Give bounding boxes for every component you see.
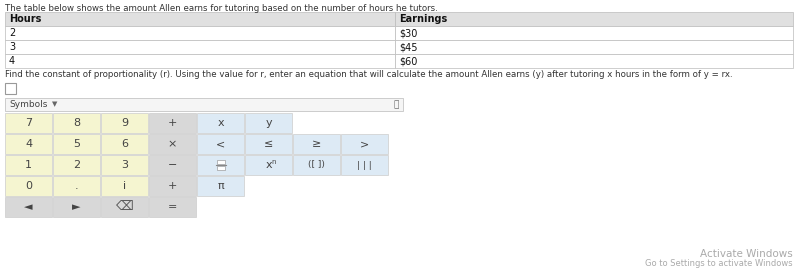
Text: ◄: ◄ xyxy=(24,202,33,212)
Bar xyxy=(245,113,292,133)
Text: ►: ► xyxy=(72,202,81,212)
Bar xyxy=(101,134,148,154)
Bar xyxy=(5,83,16,94)
Text: 4: 4 xyxy=(25,139,32,149)
Bar xyxy=(245,155,292,175)
Bar xyxy=(197,155,244,175)
Text: 0: 0 xyxy=(25,181,32,191)
Bar xyxy=(149,197,196,217)
Text: Find the constant of proportionality (r). Using the value for r, enter an equati: Find the constant of proportionality (r)… xyxy=(5,70,733,79)
Text: $30: $30 xyxy=(399,28,418,38)
Bar xyxy=(149,113,196,133)
Bar xyxy=(149,155,196,175)
Text: Hours: Hours xyxy=(9,14,42,24)
Text: 2: 2 xyxy=(73,160,80,170)
Bar xyxy=(395,54,793,68)
Text: x: x xyxy=(265,160,272,170)
Bar xyxy=(197,113,244,133)
Text: 7: 7 xyxy=(25,118,32,128)
Text: | | |: | | | xyxy=(357,161,372,170)
Bar xyxy=(149,176,196,196)
Bar xyxy=(395,12,793,26)
Bar xyxy=(5,176,52,196)
Bar xyxy=(197,134,244,154)
Bar xyxy=(5,54,395,68)
Bar xyxy=(5,12,395,26)
Bar xyxy=(341,155,388,175)
Text: $60: $60 xyxy=(399,56,418,66)
Text: 3: 3 xyxy=(121,160,128,170)
Bar xyxy=(101,176,148,196)
Text: =: = xyxy=(168,202,177,212)
Text: 9: 9 xyxy=(121,118,128,128)
Bar xyxy=(245,134,292,154)
Bar xyxy=(101,113,148,133)
Bar xyxy=(149,134,196,154)
Bar xyxy=(53,134,100,154)
Text: −: − xyxy=(168,160,177,170)
Text: <: < xyxy=(216,139,225,149)
Text: >: > xyxy=(360,139,369,149)
Bar xyxy=(5,155,52,175)
Text: The table below shows the amount Allen earns for tutoring based on the number of: The table below shows the amount Allen e… xyxy=(5,4,438,13)
Text: n: n xyxy=(271,159,276,165)
Text: Earnings: Earnings xyxy=(399,14,447,24)
Text: Go to Settings to activate Windows: Go to Settings to activate Windows xyxy=(646,259,793,268)
Bar xyxy=(53,197,100,217)
Text: 8: 8 xyxy=(73,118,80,128)
Text: 6: 6 xyxy=(121,139,128,149)
Bar xyxy=(53,113,100,133)
Bar xyxy=(341,134,388,154)
Text: ▼: ▼ xyxy=(52,102,58,108)
Text: 5: 5 xyxy=(73,139,80,149)
Bar xyxy=(5,40,395,54)
Text: ≤: ≤ xyxy=(264,139,273,149)
Text: +: + xyxy=(168,118,177,128)
Bar xyxy=(5,113,52,133)
Text: Activate Windows: Activate Windows xyxy=(700,249,793,259)
Bar xyxy=(293,134,340,154)
Bar xyxy=(5,134,52,154)
Bar xyxy=(5,98,403,111)
Bar xyxy=(217,166,225,170)
Text: ⓘ: ⓘ xyxy=(394,100,399,109)
Bar xyxy=(395,40,793,54)
Text: 2: 2 xyxy=(9,28,15,38)
Text: ×: × xyxy=(168,139,177,149)
Text: y: y xyxy=(265,118,272,128)
Text: Symbols: Symbols xyxy=(9,100,47,109)
Text: π: π xyxy=(217,181,224,191)
Text: ([ ]): ([ ]) xyxy=(308,161,325,170)
Bar xyxy=(197,176,244,196)
Text: 3: 3 xyxy=(9,42,15,52)
Text: x: x xyxy=(217,118,224,128)
Bar xyxy=(53,155,100,175)
Bar xyxy=(101,155,148,175)
Bar xyxy=(5,26,395,40)
Bar xyxy=(293,155,340,175)
Text: 4: 4 xyxy=(9,56,15,66)
Text: +: + xyxy=(168,181,177,191)
Bar xyxy=(101,197,148,217)
Text: .: . xyxy=(74,181,78,191)
Bar xyxy=(5,197,52,217)
Text: ⌫: ⌫ xyxy=(116,200,134,213)
Text: i: i xyxy=(123,181,126,191)
Bar xyxy=(217,160,225,164)
Bar xyxy=(53,176,100,196)
Text: 1: 1 xyxy=(25,160,32,170)
Bar xyxy=(395,26,793,40)
Text: $45: $45 xyxy=(399,42,418,52)
Text: ≥: ≥ xyxy=(312,139,321,149)
